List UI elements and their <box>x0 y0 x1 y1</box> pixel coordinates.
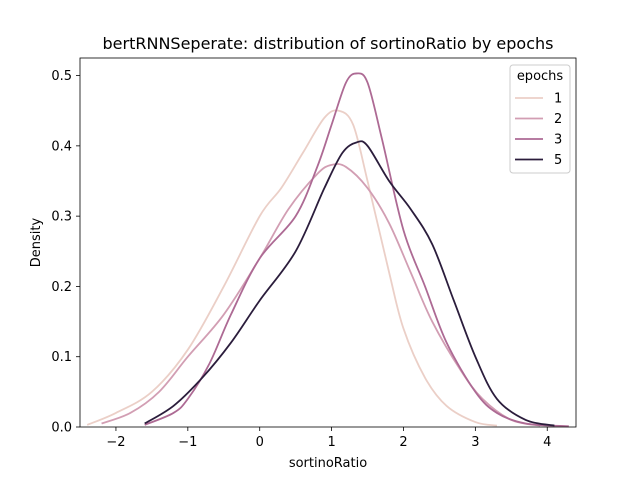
x-tick-label: −1 <box>178 435 197 450</box>
chart-title: bertRNNSeperate: distribution of sortino… <box>103 34 554 53</box>
y-tick-label: 0.5 <box>51 69 72 84</box>
series-line-2 <box>101 163 541 427</box>
y-tick-label: 0.2 <box>51 280 72 295</box>
y-tick-label: 0.0 <box>51 421 72 436</box>
legend-label-5: 5 <box>554 153 562 168</box>
legend: epochs 1 2 3 5 <box>509 64 571 174</box>
y-tick-label: 0.4 <box>51 139 72 154</box>
plot-frame <box>79 57 577 428</box>
x-tick-label: 2 <box>399 435 407 450</box>
plot-area <box>86 72 569 428</box>
y-tick-label: 0.1 <box>51 350 72 365</box>
x-tick-label: 1 <box>327 435 335 450</box>
legend-label-2: 2 <box>554 112 562 127</box>
series-line-3 <box>144 72 569 428</box>
x-axis: −2 −1 0 1 2 3 4 <box>106 427 551 450</box>
x-tick-label: −2 <box>106 435 125 450</box>
x-tick-label: 3 <box>471 435 479 450</box>
series-line-1 <box>86 109 498 427</box>
x-tick-label: 4 <box>543 435 551 450</box>
x-tick-label: 0 <box>256 435 264 450</box>
legend-title: epochs <box>517 69 564 84</box>
y-axis: 0.0 0.1 0.2 0.3 0.4 0.5 <box>51 69 80 436</box>
y-axis-label: Density <box>29 217 44 267</box>
legend-label-3: 3 <box>554 133 562 148</box>
legend-label-1: 1 <box>554 92 562 107</box>
x-axis-label: sortinoRatio <box>289 456 367 471</box>
series-line-5 <box>144 140 555 427</box>
y-tick-label: 0.3 <box>51 210 72 225</box>
